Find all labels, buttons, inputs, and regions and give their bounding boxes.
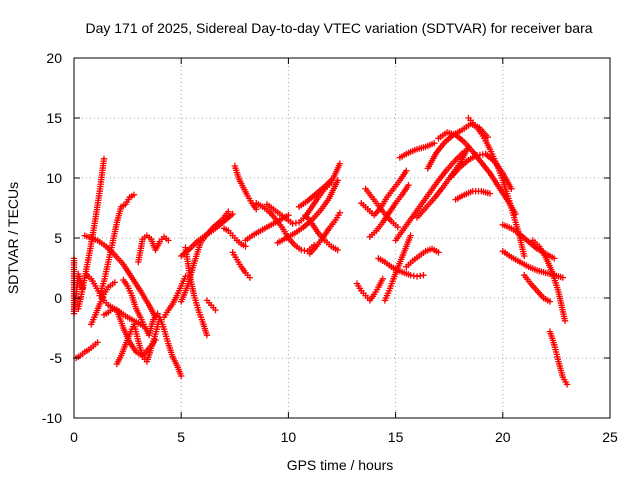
data-point xyxy=(563,381,571,388)
series-arc-6 xyxy=(87,279,118,328)
y-tick-label: 15 xyxy=(46,110,62,126)
data-point xyxy=(212,306,219,314)
data-point xyxy=(484,134,491,141)
series-arc-44 xyxy=(499,248,567,281)
chart-title: Day 171 of 2025, Sidereal Day-to-day VTE… xyxy=(85,20,592,36)
data-point xyxy=(154,310,161,317)
data-point xyxy=(430,140,438,147)
series-arc-25 xyxy=(295,160,344,210)
data-point xyxy=(130,191,138,198)
series-arc-31 xyxy=(366,182,412,240)
data-point xyxy=(336,209,344,216)
data-point xyxy=(229,210,236,218)
series-arc-27 xyxy=(306,209,344,257)
series-arc-19 xyxy=(229,249,254,281)
x-tick-label: 25 xyxy=(602,429,618,445)
data-point xyxy=(246,274,254,281)
x-tick-label: 20 xyxy=(495,429,511,445)
series-arc-34 xyxy=(392,148,468,244)
series-arc-4 xyxy=(81,232,159,321)
data-point xyxy=(420,272,427,279)
series-arc-41 xyxy=(452,188,494,203)
data-point xyxy=(336,160,344,167)
data-point xyxy=(203,332,211,339)
data-point xyxy=(559,274,567,281)
data-point xyxy=(561,317,569,324)
data-point xyxy=(521,252,528,260)
series-arc-16 xyxy=(178,208,232,305)
data-point xyxy=(178,372,185,380)
data-point xyxy=(394,224,401,231)
data-point xyxy=(225,208,232,215)
series-arc-36 xyxy=(403,245,442,270)
y-tick-label: 5 xyxy=(54,230,62,246)
axis-ticks: 0 5 10 15 20 25 -10 -5 0 5 10 15 20 xyxy=(42,50,618,445)
y-tick-label: 20 xyxy=(46,50,62,66)
series-arc-33 xyxy=(381,232,414,304)
series-arc-18 xyxy=(220,225,249,250)
data-point xyxy=(508,185,515,192)
series-arc-47 xyxy=(546,328,571,388)
data-point xyxy=(242,243,249,250)
data-point xyxy=(100,155,108,162)
series-arc-28 xyxy=(353,275,386,304)
y-axis-label: SDTVAR / TECUs xyxy=(5,182,21,294)
series-arc-17 xyxy=(203,297,219,314)
series-arc-3 xyxy=(75,155,108,312)
series-arc-29 xyxy=(358,167,410,219)
data-point xyxy=(111,279,118,286)
y-tick-label: -5 xyxy=(50,350,63,366)
y-tick-label: 0 xyxy=(54,290,62,306)
x-tick-label: 10 xyxy=(281,429,297,445)
data-point xyxy=(94,339,101,346)
series-arc-32 xyxy=(375,255,427,280)
x-tick-label: 5 xyxy=(177,429,185,445)
y-tick-label: 10 xyxy=(46,170,62,186)
data-point xyxy=(405,182,412,189)
series-arc-42 xyxy=(465,114,528,260)
data-points xyxy=(70,114,571,388)
data-point xyxy=(486,190,494,197)
series-arc-10 xyxy=(113,306,159,359)
series-arc-20 xyxy=(231,162,260,213)
y-tick-label: -10 xyxy=(42,410,62,426)
data-point xyxy=(551,255,558,262)
data-point xyxy=(403,167,410,174)
series-arc-46 xyxy=(529,237,569,324)
data-point xyxy=(379,275,386,282)
series-arc-35 xyxy=(396,140,438,161)
data-point xyxy=(165,237,172,244)
data-point xyxy=(334,177,341,184)
data-point xyxy=(152,336,159,344)
data-point xyxy=(253,206,260,213)
data-point xyxy=(546,298,554,305)
data-point xyxy=(334,246,341,254)
data-point xyxy=(407,232,414,239)
series-arc-11 xyxy=(120,276,161,339)
series-arc-7 xyxy=(96,191,138,299)
series-arc-45 xyxy=(521,272,554,305)
data-point xyxy=(435,249,442,256)
series-arc-30 xyxy=(362,185,401,231)
x-axis-label: GPS time / hours xyxy=(287,457,394,473)
x-tick-label: 0 xyxy=(70,429,78,445)
series-arc-12 xyxy=(135,232,172,266)
x-tick-label: 15 xyxy=(388,429,404,445)
